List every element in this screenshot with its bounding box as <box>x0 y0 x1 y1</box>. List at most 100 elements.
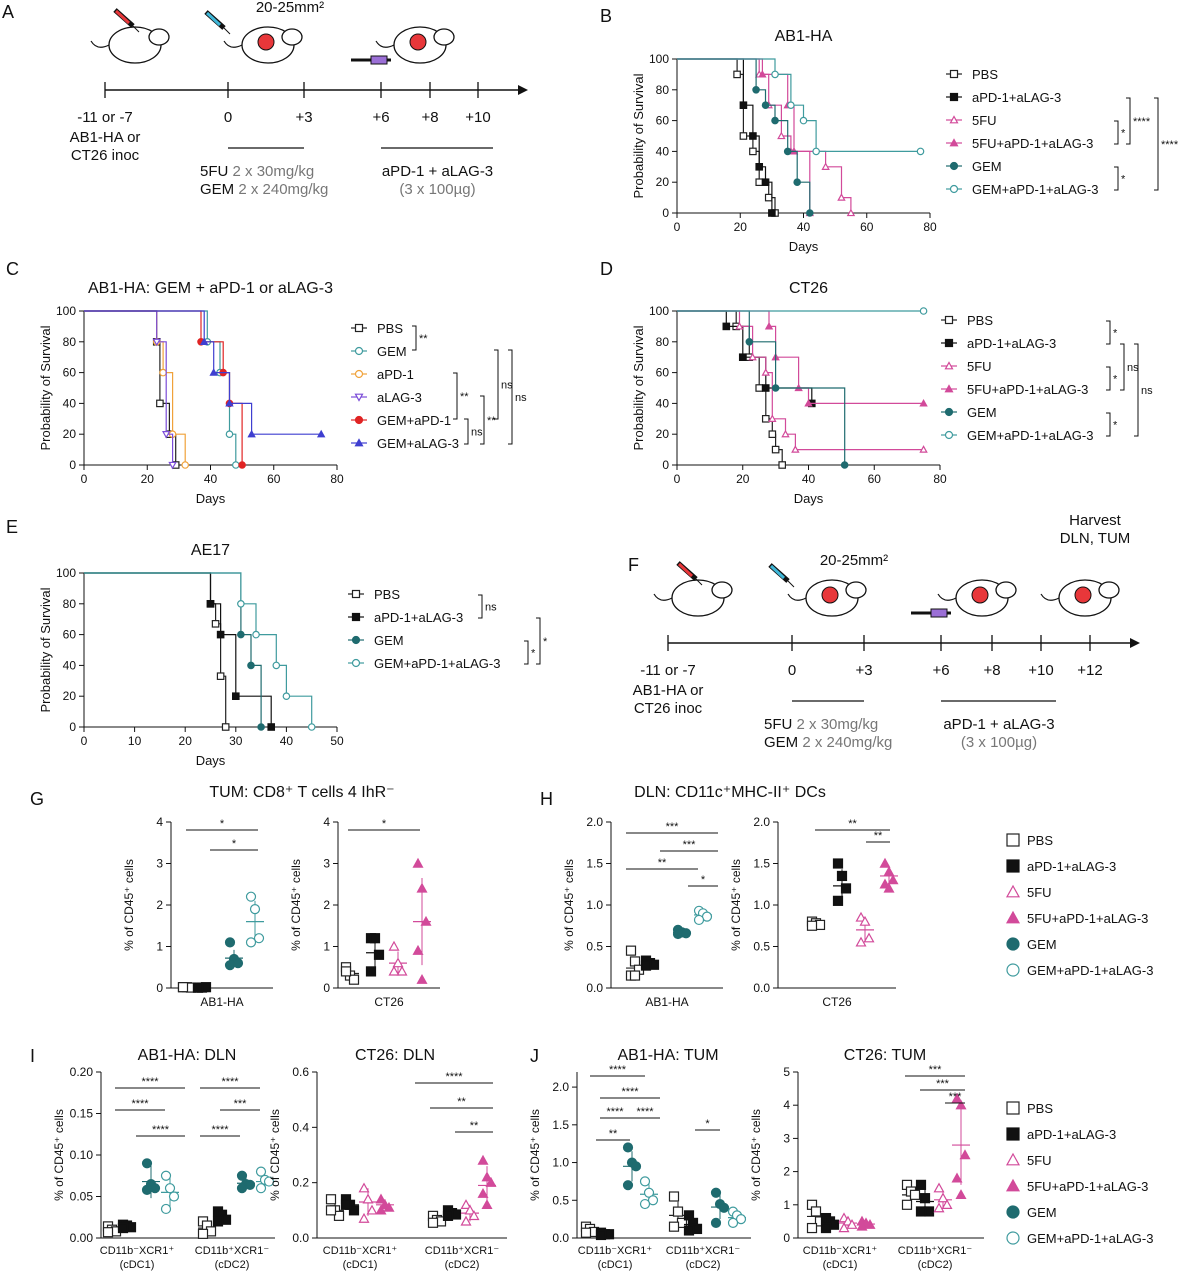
legend-label: 5FU+aPD-1+aLAG-3 <box>1027 911 1148 926</box>
triangle-marker <box>959 1149 971 1160</box>
y-tick-label: 1.0 <box>753 898 770 912</box>
chart-title: AB1-HA: DLN <box>138 1047 237 1064</box>
circle-marker <box>351 658 361 668</box>
circle-marker <box>949 161 959 171</box>
circle-marker <box>949 184 959 194</box>
chemo-label: 5FU 2 x 30mg/kg <box>764 716 878 733</box>
y-tick-label: 1 <box>323 940 330 954</box>
y-tick-label: 20 <box>63 427 77 441</box>
square-marker <box>340 966 352 977</box>
legend-label: 5FU <box>972 113 997 128</box>
circle-marker <box>354 369 364 379</box>
circle-marker <box>272 661 281 670</box>
survival-chart-B: B AB1-HA 0 20 40 60 80 0 20 40 60 80 100 Days Probabil… <box>600 6 1179 254</box>
sig-bracket <box>536 617 541 665</box>
x-axis-label: Days <box>196 491 226 506</box>
triangle-marker <box>781 429 790 438</box>
size-label: 20-25mm² <box>820 552 888 569</box>
square-marker <box>1006 1101 1020 1115</box>
circle-marker <box>771 116 779 125</box>
legend-label: GEM <box>972 159 1002 174</box>
triangle-marker <box>864 1218 876 1229</box>
syringe-icon <box>695 578 703 586</box>
legend-label: PBS <box>967 313 993 328</box>
timeline-tick-label: +10 <box>465 109 490 126</box>
category-label: CD11b⁺XCR1⁻ <box>898 1245 973 1257</box>
triangle-marker <box>955 1099 967 1110</box>
triangle-marker <box>951 1172 963 1183</box>
sig-bracket <box>1106 366 1111 391</box>
y-tick-label: 0 <box>323 981 330 995</box>
circle-marker <box>812 147 820 156</box>
y-axis-label: Probability of Survival <box>38 325 53 450</box>
triangle-marker <box>883 882 895 893</box>
y-axis-label: Probability of Survival <box>38 587 53 712</box>
survival-line <box>84 572 313 727</box>
survival-line <box>84 572 262 727</box>
sig-label: * <box>382 818 387 830</box>
y-tick-label: 0.5 <box>753 940 770 954</box>
inoc-label: CT26 inoc <box>71 147 140 164</box>
legend-label: PBS <box>972 67 998 82</box>
legend-label: GEM <box>377 344 407 359</box>
circle-marker <box>622 1142 634 1153</box>
immuno-label: (3 x 100µg) <box>399 181 475 198</box>
sig-label: * <box>220 818 225 830</box>
y-tick-label: 0.0 <box>753 981 770 995</box>
sig-bracket <box>508 349 513 445</box>
timeline-tick-label: +8 <box>983 662 1000 679</box>
y-tick-label: 2.0 <box>586 815 603 829</box>
syringe-icon <box>769 564 786 580</box>
legend-label: 5FU <box>967 359 992 374</box>
square-marker <box>949 92 959 102</box>
chemo-label: 5FU 2 x 30mg/kg <box>200 163 314 180</box>
sig-bracket <box>480 395 485 445</box>
circle-marker <box>224 960 236 971</box>
timeline-tick-label: +6 <box>932 662 949 679</box>
square-marker <box>919 1193 931 1204</box>
circle-marker <box>783 147 792 156</box>
triangle-marker <box>846 208 856 217</box>
circle-marker <box>160 1170 172 1181</box>
sig-label: * <box>531 648 536 660</box>
sig-bracket <box>1106 412 1111 437</box>
legend-label: GEM+aPD-1+aLAG-3 <box>1027 963 1153 978</box>
legend-label: GEM+aPD-1+aLAG-3 <box>972 182 1098 197</box>
triangle-marker <box>777 131 786 140</box>
y-tick-label: 1.0 <box>586 898 603 912</box>
triangle-marker <box>199 337 209 345</box>
circle-marker <box>944 430 954 440</box>
sig-label: **** <box>211 1124 229 1136</box>
square-marker <box>764 193 773 202</box>
y-tick-label: 0.6 <box>292 1065 309 1079</box>
circle-marker <box>771 70 779 79</box>
sig-bracket <box>412 325 417 351</box>
square-marker <box>340 1199 352 1210</box>
square-marker <box>267 723 276 731</box>
mouse-head <box>995 581 1017 599</box>
x-axis-label: CT26 <box>822 995 852 1009</box>
sig-label: * <box>701 874 706 886</box>
legend-label: 5FU <box>1027 885 1052 900</box>
square-marker <box>755 178 764 187</box>
triangle-marker <box>375 1193 387 1204</box>
sig-label: **** <box>609 1064 627 1076</box>
survival-line <box>677 310 924 451</box>
survival-line <box>677 58 921 152</box>
square-marker <box>771 445 780 454</box>
legend-label: aPD-1+aLAG-3 <box>967 336 1056 351</box>
triangle-marker <box>468 1210 480 1221</box>
inoc-label: AB1-HA or <box>70 129 141 146</box>
y-tick-label: 20 <box>656 175 670 189</box>
harvest-label: DLN, TUM <box>1060 530 1131 547</box>
y-tick-label: 3 <box>323 857 330 871</box>
square-marker <box>722 322 731 331</box>
square-marker <box>373 949 385 960</box>
y-tick-label: 60 <box>63 366 77 380</box>
square-marker <box>595 1229 607 1241</box>
circle-marker <box>622 1180 634 1191</box>
x-tick-label: 60 <box>860 220 874 234</box>
chart-title: TUM: CD8⁺ T cells 4 IhR⁻ <box>209 784 394 801</box>
timeline-tick-label: +3 <box>295 109 312 126</box>
square-marker <box>832 895 844 906</box>
